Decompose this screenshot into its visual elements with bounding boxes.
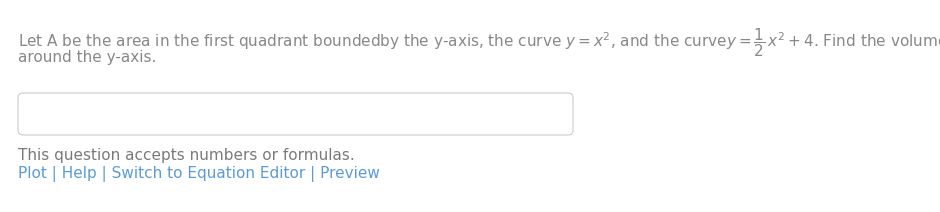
Text: Plot | Help | Switch to Equation Editor | Preview: Plot | Help | Switch to Equation Editor … [18,166,380,182]
Text: Let A be the area in the first quadrant boundedby the y-axis, the curve $y = x^2: Let A be the area in the first quadrant … [18,26,940,59]
Text: around the y-axis.: around the y-axis. [18,50,156,65]
FancyBboxPatch shape [18,93,573,135]
Text: This question accepts numbers or formulas.: This question accepts numbers or formula… [18,148,354,163]
